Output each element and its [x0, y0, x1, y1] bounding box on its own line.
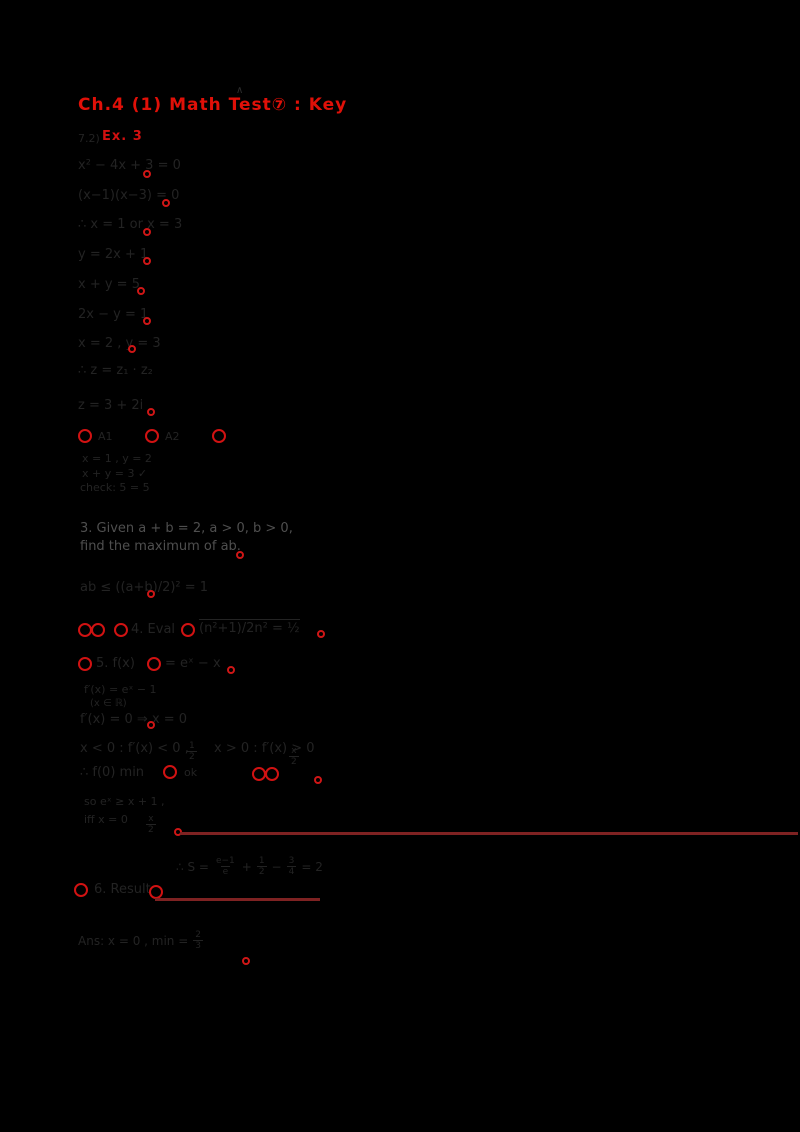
- work-line: ok: [184, 766, 198, 779]
- grade-dot-icon: [143, 228, 151, 236]
- result-prefix: ∴ S =: [176, 859, 209, 874]
- caret-icon: ∧: [236, 85, 244, 96]
- problem-text: find the maximum of ab.: [80, 539, 241, 554]
- work-line: z = 3 + 2i: [78, 398, 144, 413]
- work-line: ∴ x = 1 or x = 3: [78, 217, 183, 232]
- stamp-label: A2: [165, 430, 180, 443]
- stamp-circle-icon: [147, 657, 161, 671]
- stamp-circle-icon: [212, 429, 226, 443]
- grade-dot-icon: [236, 551, 244, 559]
- subtitle-label: Ex. 3: [102, 129, 143, 144]
- stamp-circle-icon: [163, 765, 177, 779]
- grade-dot-icon: [242, 957, 250, 965]
- stamp-circle-icon: [74, 883, 88, 897]
- work-line: 2x − y = 1: [78, 307, 149, 322]
- grade-dot-icon: [137, 287, 145, 295]
- problem-text: 3. Given a + b = 2, a > 0, b > 0,: [80, 521, 293, 536]
- work-line: x < 0 : f′(x) < 0 ,: [80, 741, 189, 756]
- work-line: x = 2 , y = 3: [78, 336, 161, 351]
- grade-dot-icon: [147, 721, 155, 729]
- solution-line: ab ≤ ((a+b)/2)² = 1: [80, 580, 209, 595]
- red-underline: [180, 832, 798, 835]
- grade-dot-icon: [314, 776, 322, 784]
- grade-dot-icon: [143, 170, 151, 178]
- work-line: y = 2x + 1: [78, 247, 149, 262]
- grade-dot-icon: [143, 317, 151, 325]
- grade-dot-icon: [147, 408, 155, 416]
- stamp-circle-icon: [78, 657, 92, 671]
- check-line: check: 5 = 5: [80, 481, 150, 494]
- problem-label: 4. Eval: [131, 622, 176, 637]
- grade-dot-icon: [147, 590, 155, 598]
- work-line: so eˣ ≥ x + 1 ,: [84, 795, 165, 808]
- expression-text: (n²+1)/2n² = ½: [199, 619, 300, 636]
- check-line: x = 1 , y = 2: [82, 452, 152, 465]
- problem-label: 5. f(x): [96, 656, 135, 671]
- red-underline: [155, 898, 320, 901]
- stamp-circle-icon: [78, 429, 92, 443]
- stamp-circle-icon: [145, 429, 159, 443]
- operator: −: [271, 859, 282, 874]
- work-line: x + y = 5: [78, 277, 140, 292]
- work-line: f′(x) = eˣ − 1: [84, 683, 157, 696]
- work-line: ∴ f(0) min: [80, 765, 145, 780]
- result-equals: = 2: [301, 859, 323, 874]
- stamp-circle-icon: [114, 623, 128, 637]
- operator: +: [241, 859, 252, 874]
- work-line: f′(x) = 0 ⇒ x = 0: [80, 712, 188, 727]
- stamp-circle-icon: [181, 623, 195, 637]
- grade-dot-icon: [143, 257, 151, 265]
- work-line: iff x = 0: [84, 813, 128, 826]
- subtitle-prefix: 7.2): [78, 132, 100, 145]
- answer-text: Ans: x = 0 , min =: [78, 933, 189, 948]
- stamp-circle-icon: [91, 623, 105, 637]
- stamp-circle-icon: [265, 767, 279, 781]
- work-line: ∴ z = z₁ · z₂: [78, 363, 153, 378]
- expression-text: = eˣ − x: [165, 656, 221, 671]
- grade-dot-icon: [317, 630, 325, 638]
- stamp-circle-icon: [78, 623, 92, 637]
- work-line: x² − 4x + 3 = 0: [78, 158, 181, 173]
- check-line: x + y = 3 ✓: [82, 467, 148, 480]
- work-line: (x−1)(x−3) = 0: [78, 188, 180, 203]
- work-line: x > 0 : f′(x) > 0: [214, 741, 315, 756]
- grade-dot-icon: [128, 345, 136, 353]
- stamp-circle-icon: [252, 767, 266, 781]
- grade-dot-icon: [227, 666, 235, 674]
- fraction: e−1 e: [215, 856, 235, 878]
- stamp-circle-icon: [149, 885, 163, 899]
- problem-label: 6. Result: [94, 882, 151, 897]
- overlined-expression: (n²+1)/2n² = ½: [199, 619, 300, 637]
- grade-dot-icon: [162, 199, 170, 207]
- stamp-label: A1: [98, 430, 113, 443]
- work-line: (x ∈ ℝ): [90, 698, 127, 709]
- page-title: Ch.4 (1) Math Test⑦ : Key: [78, 95, 348, 115]
